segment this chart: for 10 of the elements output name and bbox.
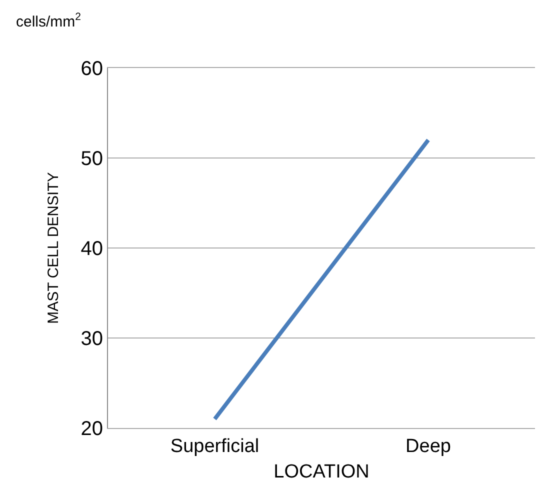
y-axis-title: MAST CELL DENSITY (45, 172, 62, 324)
y-tick-label: 50 (80, 148, 103, 170)
y-tick-label: 40 (80, 238, 103, 260)
y-tick-label: 60 (80, 58, 103, 80)
x-tick-label: Deep (406, 436, 451, 457)
text: cells/mm$^{2}$ (16, 11, 82, 30)
x-axis-title: LOCATION (274, 462, 370, 483)
x-tick-label: Superficial (170, 436, 260, 457)
y-tick-label: 20 (80, 418, 103, 440)
y-tick-label: 30 (80, 328, 103, 350)
